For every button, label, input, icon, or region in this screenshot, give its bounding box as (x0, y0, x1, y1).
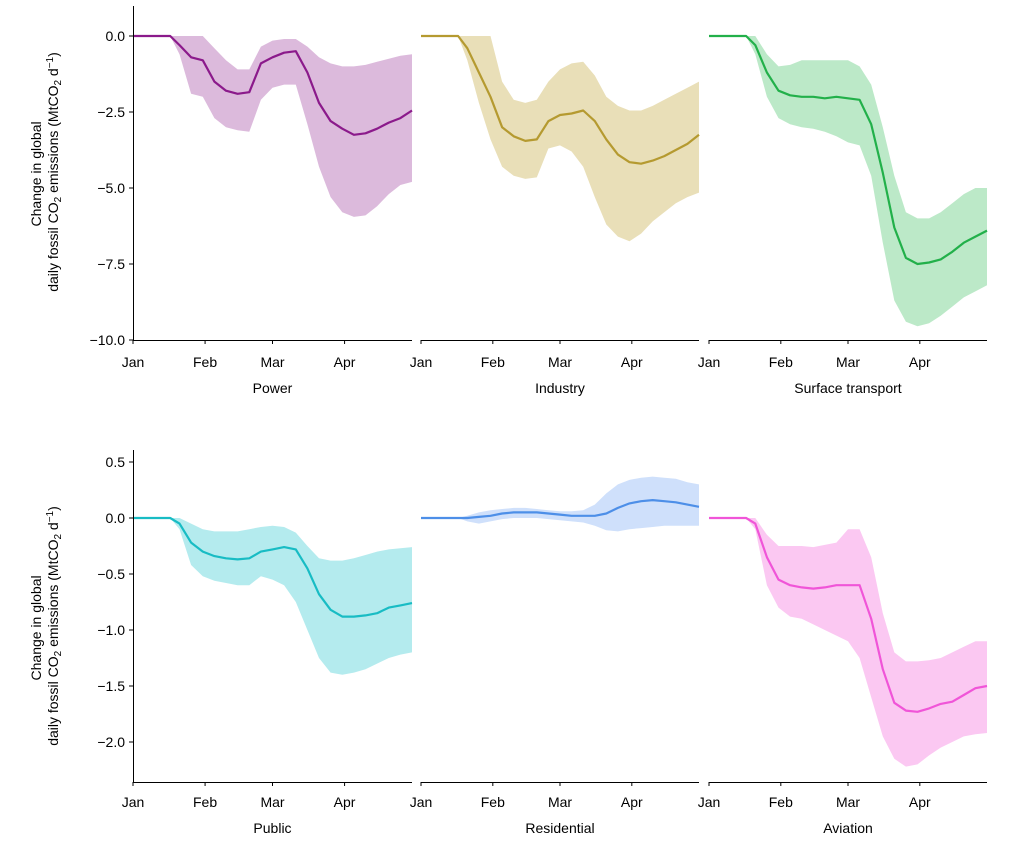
y-tick-label: −0.5 (97, 566, 125, 582)
series-line (421, 34, 700, 165)
x-tick-label: Feb (193, 794, 217, 810)
x-tick-label: Feb (481, 794, 505, 810)
panel-label: Power (253, 380, 293, 396)
y-tick-label: 0.0 (106, 510, 126, 526)
x-tick-label: Apr (334, 794, 356, 810)
uncertainty-band (133, 36, 412, 217)
panel-label: Surface transport (794, 380, 901, 396)
y-axis-label-line1: Change in global (28, 121, 44, 226)
y-tick-label: −2.0 (97, 734, 125, 750)
y-tick-label: −5.0 (97, 180, 125, 196)
x-tick-label: Mar (836, 354, 860, 370)
panel-label: Residential (525, 820, 594, 836)
x-tick-label: Mar (260, 354, 284, 370)
y-tick-label: 0.0 (106, 28, 126, 44)
y-axis-label-line2: daily fossil CO2 emissions (MtCO2 d−1) (45, 52, 64, 292)
x-tick-label: Mar (548, 354, 572, 370)
panel-surface-transport: Jan Feb Mar Apr Surface transport (698, 34, 988, 396)
x-tick-label: Jan (698, 794, 721, 810)
x-tick-label: Feb (193, 354, 217, 370)
x-tick-label: Jan (122, 354, 145, 370)
panel-label: Public (253, 820, 291, 836)
x-tick-label: Apr (621, 354, 643, 370)
y-tick-label: −7.5 (97, 256, 125, 272)
x-tick-label: Feb (769, 354, 793, 370)
x-tick-label: Apr (334, 354, 356, 370)
series-line (133, 516, 413, 618)
series-line (709, 34, 988, 266)
x-tick-label: Mar (836, 794, 860, 810)
y-tick-label: −2.5 (97, 104, 125, 120)
panel-aviation: Jan Feb Mar Apr Aviation (698, 516, 988, 836)
y-tick-label: −10.0 (90, 332, 126, 348)
x-tick-label: Jan (410, 354, 433, 370)
x-tick-label: Jan (410, 794, 433, 810)
uncertainty-band (133, 518, 412, 675)
x-tick-label: Mar (260, 794, 284, 810)
y-tick-label: −1.0 (97, 622, 125, 638)
series-line (421, 499, 700, 520)
panel-label: Industry (535, 380, 585, 396)
y-tick-label: 0.5 (106, 454, 126, 470)
y-axis-label-bottom: Change in global daily fossil CO2 emissi… (28, 506, 64, 746)
x-tick-label: Apr (909, 354, 931, 370)
uncertainty-band (421, 36, 699, 242)
y-axis-label-top: Change in global daily fossil CO2 emissi… (28, 52, 64, 292)
series-line (709, 516, 988, 713)
uncertainty-band (709, 518, 987, 767)
panel-residential: Jan Feb Mar Apr Residential (410, 476, 700, 836)
y-tick-label: −1.5 (97, 678, 125, 694)
x-tick-label: Feb (769, 794, 793, 810)
series-line (133, 34, 413, 136)
panel-public: Jan Feb Mar Apr Public 0.5 0.0 −0.5 −1.0 −1.5 −2.0 (97, 450, 413, 836)
uncertainty-band (421, 476, 699, 532)
panel-power: Jan Feb Mar Apr Power 0.0 −2.5 −5.0 −7.5 −10.0 (90, 6, 413, 396)
x-tick-label: Jan (698, 354, 721, 370)
panel-industry: Jan Feb Mar Apr Industry (410, 34, 700, 396)
x-tick-label: Jan (122, 794, 145, 810)
x-tick-label: Mar (548, 794, 572, 810)
x-tick-label: Feb (481, 354, 505, 370)
uncertainty-band (709, 36, 987, 327)
y-axis-label-line2: daily fossil CO2 emissions (MtCO2 d−1) (45, 506, 64, 746)
panel-label: Aviation (823, 820, 873, 836)
y-axis-label-line1: Change in global (28, 575, 44, 680)
x-tick-label: Apr (621, 794, 643, 810)
x-tick-label: Apr (909, 794, 931, 810)
